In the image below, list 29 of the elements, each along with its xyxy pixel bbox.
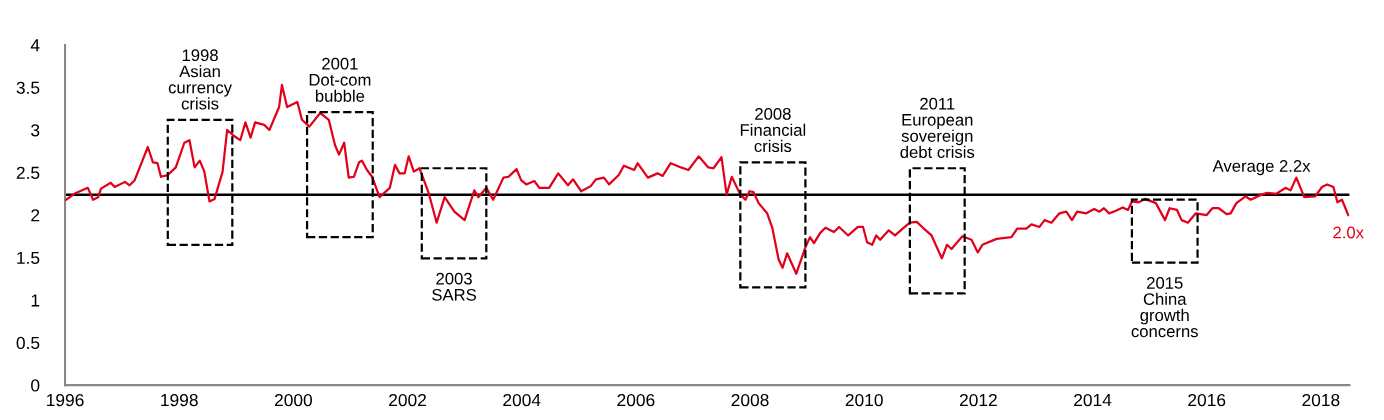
data-label: 2.0x	[1333, 226, 1364, 239]
x-tick-label: 1996	[47, 393, 84, 407]
x-tick-label: 2004	[503, 393, 541, 407]
y-tick-label: 2.5	[16, 166, 40, 179]
y-tick-label: 0	[31, 379, 40, 392]
y-tick-label: 0.5	[16, 336, 40, 350]
x-tick-label: 2018	[1302, 393, 1340, 407]
annotation: 2008 Financial crisis	[740, 107, 806, 153]
y-tick-label: 4	[30, 39, 40, 52]
x-tick-label: 2014	[1074, 393, 1112, 407]
ref-line-label: Average 2.2x	[1212, 160, 1311, 176]
x-tick-label: 2010	[845, 393, 883, 407]
annotation: 2001 Dot-com bubble	[309, 57, 371, 102]
x-tick-label: 2000	[274, 393, 313, 407]
annotation: 2015 China growth concerns	[1131, 277, 1198, 338]
x-tick-label: 2008	[731, 393, 769, 407]
x-tick-label: 2016	[1188, 393, 1226, 407]
annotation: 2003 SARS	[432, 272, 476, 301]
annotation: 2011 European sovereign debt crisis	[900, 97, 975, 159]
x-tick-label: 2012	[959, 393, 997, 407]
y-tick-label: 3.5	[16, 81, 40, 94]
y-tick-label: 1.5	[17, 251, 40, 265]
x-tick-label: 1998	[161, 393, 198, 407]
annotation: 1998 Asian currency crisis	[168, 49, 232, 110]
y-tick-label: 3	[31, 124, 40, 137]
y-tick-label: 2	[31, 209, 40, 222]
x-tick-label: 2002	[389, 393, 426, 407]
y-tick-label: 1	[31, 294, 40, 307]
x-tick-label: 2006	[617, 393, 655, 407]
